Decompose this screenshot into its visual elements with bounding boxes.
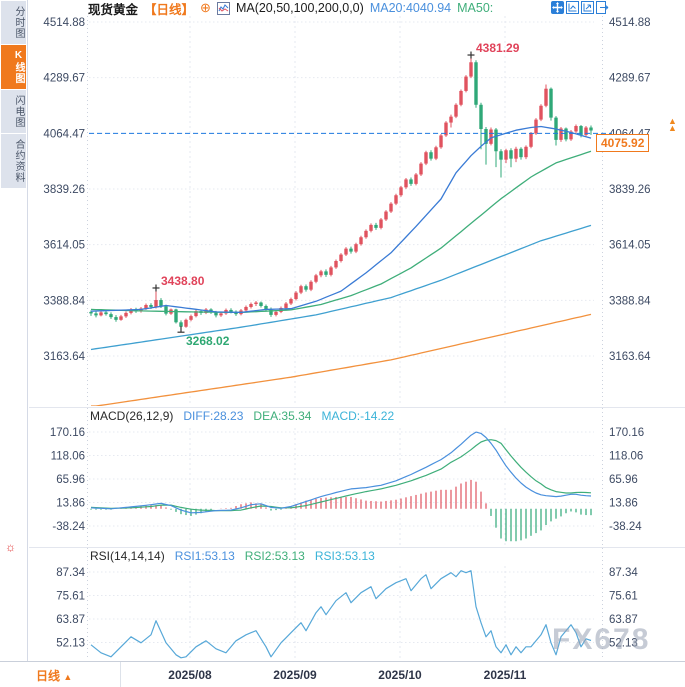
main-axis-label-left: 4514.88 <box>43 17 85 29</box>
ma50-value-label: MA50: <box>457 1 494 15</box>
rsi1-value: RSI1:53.13 <box>174 549 235 563</box>
rsi2-value: RSI2:53.13 <box>244 549 305 563</box>
watermark: FX678 <box>552 623 651 656</box>
price-annotation: 4381.29 <box>476 41 520 55</box>
date-label: 2025/11 <box>483 668 527 682</box>
date-label: 2025/08 <box>168 668 212 682</box>
main-axis-label-right: 3388.84 <box>609 295 651 307</box>
period-selector[interactable]: 日线 ▲ <box>36 669 73 683</box>
main-axis-label-right: 3163.64 <box>609 351 651 363</box>
main-axis-label-right: 3839.26 <box>609 184 651 196</box>
main-axis-label-left: 4289.67 <box>43 73 85 85</box>
rsi-params-label: RSI(14,14,14) <box>90 549 165 563</box>
symbol-title: 现货黄金 <box>88 2 139 17</box>
chart-header: 现货黄金 【日线】 ⊕ MA(20,50,100,200,0,0) MA20:40… <box>88 0 494 17</box>
main-axis-label-left: 3388.84 <box>43 295 85 307</box>
date-label: 2025/10 <box>378 668 422 682</box>
macd-axis-label-left: 13.86 <box>56 498 85 510</box>
jump-to-latest-button[interactable]: ▲ ▲ <box>668 116 677 133</box>
macd-axis-label-left: 65.96 <box>56 474 85 486</box>
macd-axis-label-right: 65.96 <box>609 474 638 486</box>
candles-layer <box>89 55 593 331</box>
macd-axis-label-right: 170.16 <box>609 427 644 439</box>
date-axis-bar: 日线 ▲ 2025/08 2025/09 2025/10 2025/11 <box>0 661 685 687</box>
sidebar-tab-timeline[interactable]: 分时图 <box>1 1 26 44</box>
rsi-axis-label-left: 75.61 <box>56 590 85 602</box>
current-price-tag: 4075.92 <box>596 134 650 152</box>
sidebar-tab-kline[interactable]: K线图 <box>1 45 26 89</box>
date-bar-divider <box>120 662 121 687</box>
macd-hist-value: MACD:-14.22 <box>321 409 395 423</box>
date-label: 2025/09 <box>273 668 317 682</box>
period-tag: 【日线】 <box>144 2 195 17</box>
main-axis-label-left: 3614.05 <box>43 240 85 252</box>
macd-axis-label-left: 170.16 <box>50 427 85 439</box>
mini-chart-icon[interactable] <box>216 1 230 15</box>
main-axis-label-left: 3163.64 <box>43 351 85 363</box>
macd-axis-label-right: -38.24 <box>609 521 642 533</box>
zoom-area-tool-icon[interactable] <box>566 1 579 14</box>
rsi-axis-label-left: 87.34 <box>56 567 85 579</box>
price-annotation: 3438.80 <box>161 274 205 288</box>
rsi-axis-label-right: 87.34 <box>609 567 638 579</box>
live-indicator-icon: ☼ <box>5 540 16 554</box>
expand-icon[interactable]: ⊕ <box>200 0 211 15</box>
ma-settings-label: MA(20,50,100,200,0,0) <box>235 1 364 15</box>
ma20-value-label: MA20:4040.94 <box>369 1 452 15</box>
sidebar-tab-lightning[interactable]: 闪电图 <box>1 90 26 133</box>
macd-axis-label-left: 118.06 <box>51 451 85 463</box>
main-axis-label-right: 4289.67 <box>609 73 651 85</box>
macd-dea-value: DEA:35.34 <box>253 409 312 423</box>
period-arrow-icon: ▲ <box>63 672 73 682</box>
rsi-axis-label-left: 52.13 <box>56 638 85 650</box>
rsi-header: RSI(14,14,14) RSI1:53.13 RSI2:53.13 RSI3… <box>90 549 375 563</box>
sidebar: 分时图 K线图 闪电图 合约资料 <box>0 0 28 661</box>
macd-layer <box>90 431 592 542</box>
price-annotation: 3268.02 <box>186 334 230 348</box>
main-axis-label-left: 3839.26 <box>43 184 85 196</box>
chart-toolbar <box>551 1 609 14</box>
macd-axis-label-left: -38.24 <box>52 521 85 533</box>
pan-tool-icon[interactable] <box>581 1 594 14</box>
macd-diff-value: DIFF:28.23 <box>183 409 244 423</box>
crosshair-tool-icon[interactable] <box>551 1 564 14</box>
macd-header: MACD(26,12,9) DIFF:28.23 DEA:35.34 MACD:… <box>90 409 394 423</box>
main-axis-label-left: 4064.47 <box>43 128 85 140</box>
sidebar-tab-contract-info[interactable]: 合约资料 <box>1 134 26 188</box>
main-axis-label-right: 3614.05 <box>609 240 651 252</box>
main-axis-label-right: 4514.88 <box>609 17 651 29</box>
rsi-axis-label-right: 63.87 <box>609 614 638 626</box>
macd-axis-label-right: 13.86 <box>609 498 638 510</box>
rsi-axis-label-right: 52.13 <box>609 638 638 650</box>
rsi-axis-label-right: 75.61 <box>609 590 638 602</box>
rsi-axis-label-left: 63.87 <box>56 614 85 626</box>
macd-axis-label-right: 118.06 <box>609 451 643 463</box>
rsi3-value: RSI3:53.13 <box>314 549 375 563</box>
macd-params-label: MACD(26,12,9) <box>90 409 174 423</box>
rsi-line <box>90 570 592 659</box>
export-chart-icon[interactable] <box>596 1 609 14</box>
